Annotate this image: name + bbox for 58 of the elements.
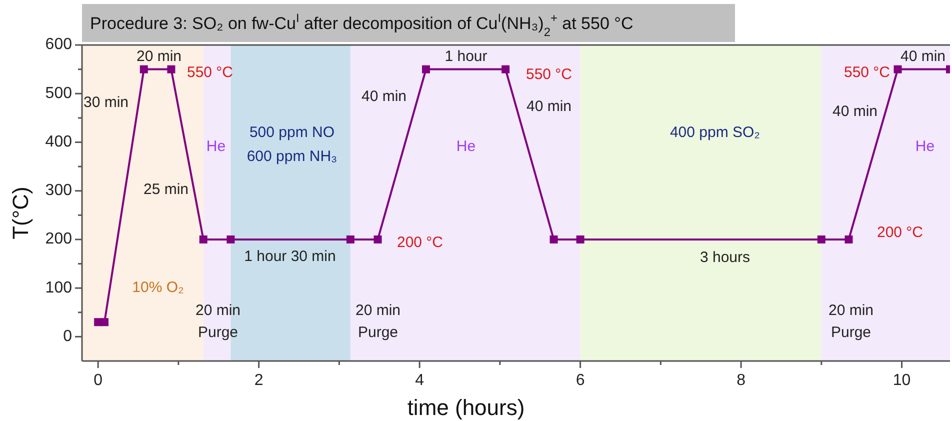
point bbox=[346, 235, 354, 244]
point bbox=[374, 235, 382, 244]
annotation: 200 °C bbox=[876, 224, 924, 241]
annotation: 30 min bbox=[83, 94, 129, 111]
y-tick-label: 500 bbox=[45, 84, 72, 102]
annotation: 500 ppm NO bbox=[249, 124, 335, 141]
x-axis-title: time (hours) bbox=[407, 395, 525, 420]
annotation: 200 °C bbox=[396, 234, 444, 251]
x-tick-label: 8 bbox=[736, 372, 746, 389]
annotation: 550 °C bbox=[186, 64, 234, 81]
chart-title: Procedure 3: SO₂ on fw-Cu$^{I}$ after decomposition of Cu$^{I}$(NH₃)$_{2}$$^{+}$ at 550 °C bbox=[90, 11, 634, 39]
point bbox=[502, 65, 510, 74]
annotation: 40 min bbox=[832, 102, 878, 120]
annotation: 550 °C bbox=[526, 66, 572, 83]
point bbox=[894, 65, 902, 74]
annotation: 550 °C bbox=[844, 64, 890, 81]
point bbox=[167, 65, 176, 74]
annotation: Purge bbox=[198, 324, 238, 341]
y-axis-title: T(°C) bbox=[8, 186, 33, 240]
point bbox=[550, 235, 558, 244]
point bbox=[226, 235, 235, 244]
annotation: 40 min bbox=[526, 98, 572, 115]
annotation: 20 min bbox=[136, 48, 182, 65]
annotation: Purge bbox=[358, 324, 398, 341]
annotation: 1 hour 30 min bbox=[244, 248, 336, 265]
point bbox=[844, 235, 853, 244]
x-tick-label: 2 bbox=[254, 372, 264, 389]
annotation: 10% O₂ bbox=[132, 278, 184, 296]
annotation: 400 ppm SO₂ bbox=[670, 124, 760, 141]
point bbox=[100, 318, 109, 326]
annotation: 20 min bbox=[828, 302, 874, 319]
annotation: 1 hour bbox=[444, 48, 488, 65]
annotation: 600 ppm NH₃ bbox=[246, 148, 338, 165]
y-tick-label: 200 bbox=[45, 230, 72, 248]
annotation: He bbox=[915, 138, 935, 155]
y-tick-label: 100 bbox=[45, 279, 72, 296]
point bbox=[817, 235, 826, 244]
x-tick-label: 0 bbox=[94, 372, 103, 389]
point bbox=[140, 65, 148, 74]
annotation: He bbox=[456, 138, 476, 155]
annotation: 25 min bbox=[143, 180, 189, 198]
point bbox=[199, 235, 208, 244]
annotation: 40 min bbox=[900, 48, 946, 65]
x-tick-label: 10 bbox=[892, 372, 911, 389]
annotation: Purge bbox=[830, 324, 872, 341]
y-tick-label: 600 bbox=[45, 36, 72, 54]
x-tick-label: 4 bbox=[415, 372, 424, 389]
annotation: 20 min bbox=[195, 302, 241, 319]
annotation: He bbox=[206, 138, 226, 155]
y-tick-label: 400 bbox=[45, 133, 72, 150]
x-tick-label: 6 bbox=[576, 372, 585, 389]
y-tick-label: 300 bbox=[45, 182, 72, 200]
point bbox=[422, 65, 430, 74]
annotation: 20 min bbox=[355, 302, 401, 319]
point bbox=[576, 235, 584, 244]
annotation: 3 hours bbox=[700, 248, 750, 266]
y-tick-label: 0 bbox=[63, 328, 72, 345]
annotation: 40 min bbox=[361, 88, 407, 105]
